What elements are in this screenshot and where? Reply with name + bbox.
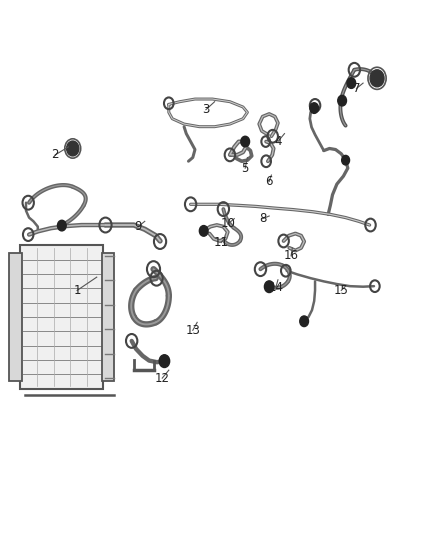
Text: 14: 14 — [268, 281, 283, 294]
Circle shape — [370, 70, 384, 87]
Text: 1: 1 — [73, 284, 81, 297]
Bar — [102, 253, 114, 381]
Text: 9: 9 — [134, 220, 142, 233]
Text: 13: 13 — [185, 324, 200, 337]
Text: 11: 11 — [214, 236, 229, 249]
Circle shape — [342, 156, 350, 165]
Circle shape — [265, 281, 274, 293]
Bar — [10, 253, 21, 381]
Text: 16: 16 — [283, 249, 299, 262]
Circle shape — [241, 136, 250, 147]
Circle shape — [199, 225, 208, 236]
Circle shape — [347, 78, 356, 88]
Text: 3: 3 — [202, 103, 210, 116]
Circle shape — [67, 141, 79, 156]
Text: 5: 5 — [241, 161, 249, 175]
Circle shape — [338, 95, 346, 106]
Circle shape — [310, 103, 318, 114]
Text: 8: 8 — [259, 212, 266, 225]
Circle shape — [159, 355, 170, 368]
Text: 7: 7 — [353, 82, 360, 95]
Text: 2: 2 — [52, 148, 59, 161]
Text: 12: 12 — [155, 372, 170, 385]
Bar — [20, 245, 103, 389]
Text: 15: 15 — [334, 284, 349, 297]
Text: 10: 10 — [220, 217, 235, 230]
Circle shape — [57, 220, 66, 231]
Circle shape — [300, 316, 308, 327]
Text: 6: 6 — [265, 175, 273, 188]
Text: 4: 4 — [274, 135, 282, 148]
